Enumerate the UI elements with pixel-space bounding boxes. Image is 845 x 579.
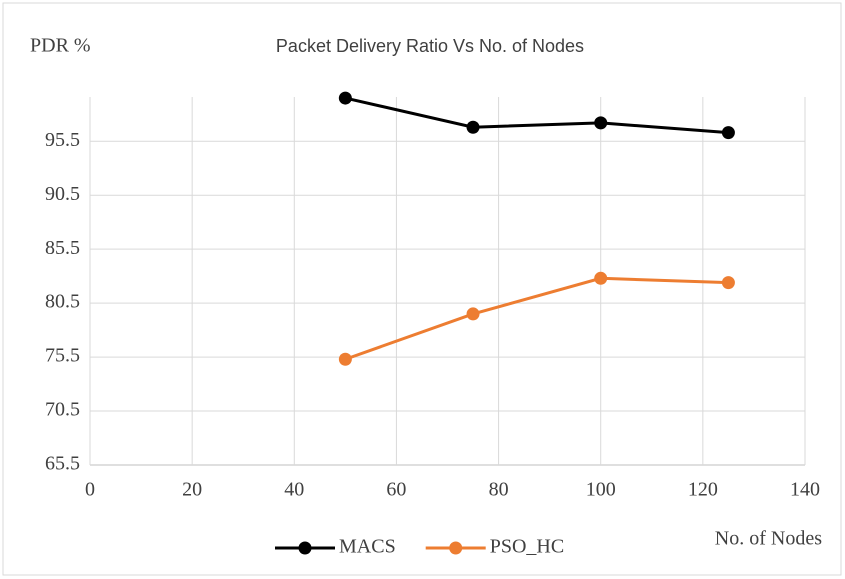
legend-marker xyxy=(449,541,463,555)
y-tick-label: 80.5 xyxy=(45,291,80,313)
y-tick-label: 75.5 xyxy=(45,345,80,367)
x-tick-label: 60 xyxy=(386,479,406,501)
x-tick-label: 100 xyxy=(586,479,616,501)
x-tick-label: 80 xyxy=(489,479,509,501)
y-tick-label: 90.5 xyxy=(45,183,80,205)
y-axis-label: PDR % xyxy=(30,35,91,57)
data-point xyxy=(721,276,735,290)
y-tick-label: 85.5 xyxy=(45,237,80,259)
legend-label: MACS xyxy=(339,536,396,558)
chart-title: Packet Delivery Ratio Vs No. of Nodes xyxy=(276,36,584,56)
x-tick-label: 20 xyxy=(182,479,202,501)
x-tick-label: 0 xyxy=(85,479,95,501)
data-point xyxy=(466,120,480,134)
data-point xyxy=(338,91,352,105)
data-point xyxy=(338,352,352,366)
x-axis-label: No. of Nodes xyxy=(715,528,822,550)
y-tick-label: 65.5 xyxy=(45,453,80,475)
data-point xyxy=(466,307,480,321)
data-point xyxy=(721,126,735,140)
x-tick-label: 120 xyxy=(688,479,718,501)
legend-label: PSO_HC xyxy=(490,536,564,558)
series-line xyxy=(344,276,729,361)
x-tick-label: 140 xyxy=(790,479,820,501)
y-tick-label: 70.5 xyxy=(45,399,80,421)
x-tick-label: 40 xyxy=(284,479,304,501)
y-tick-label: 95.5 xyxy=(45,129,80,151)
series-line xyxy=(345,96,729,135)
legend-marker xyxy=(298,541,312,555)
data-point xyxy=(594,116,608,130)
data-point xyxy=(594,271,608,285)
